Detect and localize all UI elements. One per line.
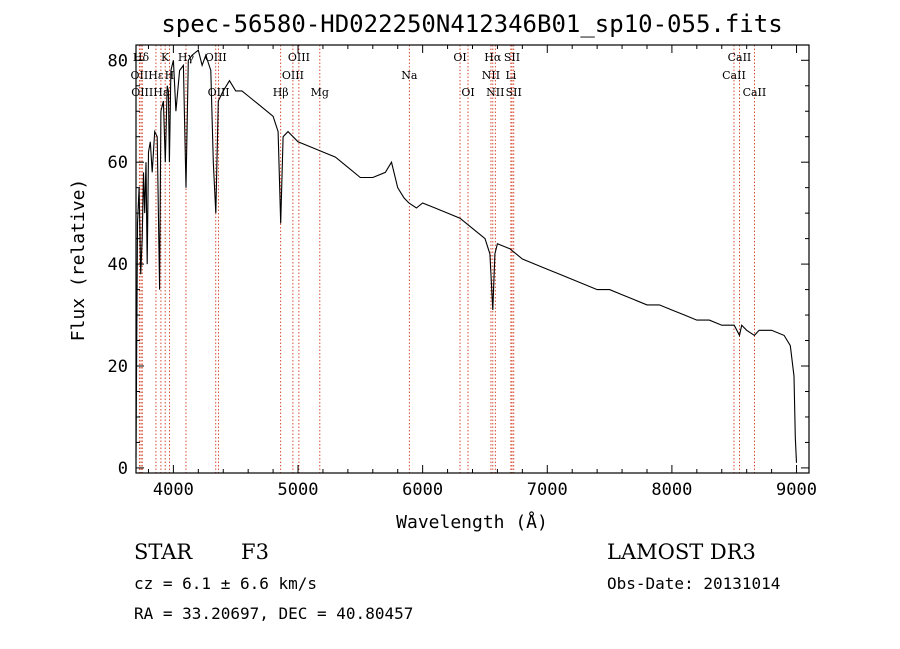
x-tick-label: 5000 [278, 480, 319, 500]
y-tick-label: 20 [108, 357, 128, 377]
object-class: STAR [134, 540, 193, 564]
line-label-0: Hδ [133, 51, 150, 64]
y-tick-label: 80 [108, 51, 128, 71]
line-label-19: NII [486, 86, 504, 99]
line-label-1: OII [131, 69, 149, 82]
line-label-15: OI [453, 51, 466, 64]
line-label-21: Li [505, 69, 516, 82]
line-label-23: CaII [728, 51, 752, 64]
x-tick-label: 7000 [527, 480, 568, 500]
line-label-16: OI [461, 86, 474, 99]
line-label-22: SII [506, 86, 522, 99]
line-label-17: Hα [484, 51, 502, 64]
line-label-5: H [165, 69, 175, 82]
line-label-12: OIII [288, 51, 310, 64]
line-label-6: Hε [153, 86, 169, 99]
coordinates: RA = 33.20697, DEC = 40.80457 [134, 604, 414, 623]
x-tick-label: 9000 [776, 480, 817, 500]
y-axis-label: Flux (relative) [68, 179, 89, 342]
x-tick-label: 6000 [402, 480, 443, 500]
x-axis-label: Wavelength (Å) [396, 511, 548, 533]
survey-release: LAMOST DR3 [607, 540, 756, 564]
observation-date: Obs-Date: 20131014 [607, 574, 781, 593]
line-label-2: OIII [131, 86, 153, 99]
line-label-11: OIII [282, 69, 304, 82]
plot-frame [135, 44, 810, 474]
y-tick-label: 40 [108, 255, 128, 275]
line-label-8: OIII [205, 51, 227, 64]
line-label-3: Hε [148, 69, 164, 82]
line-label-14: Na [401, 69, 418, 82]
line-label-20: SII [504, 51, 520, 64]
spectral-subclass: F3 [241, 540, 269, 564]
redshift-cz: cz = 6.1 ± 6.6 km/s [134, 574, 318, 593]
y-tick-label: 0 [118, 459, 128, 479]
y-tick-label: 60 [108, 153, 128, 173]
line-label-7: Hγ [178, 51, 195, 64]
line-label-25: CaII [743, 86, 767, 99]
line-label-24: CaII [722, 69, 746, 82]
line-label-10: Hβ [273, 86, 289, 99]
line-label-13: Mg [311, 86, 329, 99]
spectrum-series-line [135, 49, 798, 463]
x-tick-label: 4000 [153, 480, 194, 500]
chart-title: spec-56580-HD022250N412346B01_sp10-055.f… [161, 10, 782, 38]
line-label-4: K [161, 51, 170, 64]
x-tick-label: 8000 [651, 480, 692, 500]
line-label-18: NII [482, 69, 500, 82]
